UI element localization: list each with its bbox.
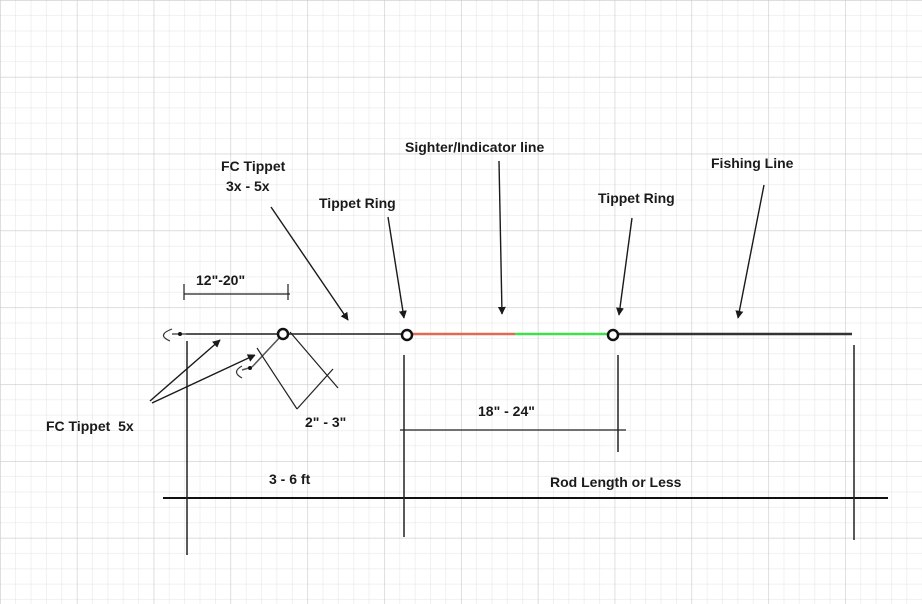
sighter-indicator-label: Sighter/Indicator line	[405, 139, 544, 155]
fishing-line-label: Fishing Line	[711, 155, 794, 171]
leader-length-label: 3 - 6 ft	[269, 471, 311, 487]
tippet-ring-right-arrow	[615, 217, 633, 316]
point-fly-hook-icon	[162, 328, 186, 342]
fc-tippet-5x-arrow-dropper	[151, 354, 256, 404]
sighter-length-label: 18" - 24"	[478, 403, 535, 419]
tippet-ring-left-arrow	[387, 216, 407, 319]
dropper-fly-hook-icon	[235, 365, 253, 379]
tippet-ring-left-label: Tippet Ring	[319, 195, 396, 211]
dropper-spacing-dimension	[183, 284, 290, 300]
fishing-line-arrow	[735, 184, 765, 319]
fc-tippet-top-label-line1: FC Tippet	[221, 158, 286, 174]
tippet-ring-left-icon	[400, 328, 414, 342]
fc-tippet-bottom-label: FC Tippet 5x	[46, 418, 134, 434]
tippet-ring-right-icon	[606, 328, 620, 342]
rod-length-label: Rod Length or Less	[550, 474, 682, 490]
fc-tippet-top-label-line2: 3x - 5x	[226, 178, 270, 194]
dropper-tag	[251, 334, 283, 368]
fc-tippet-arrow	[270, 206, 349, 321]
tag-length-dimension	[256, 331, 339, 410]
dropper-length-label: 12"-20"	[196, 272, 245, 288]
sighter-arrow	[497, 160, 506, 315]
tippet-ring-right-label: Tippet Ring	[598, 190, 675, 206]
fc-tippet-5x-arrow-point	[149, 339, 221, 402]
tag-length-label: 2" - 3"	[305, 414, 346, 430]
dropper-knot-icon	[276, 327, 290, 341]
